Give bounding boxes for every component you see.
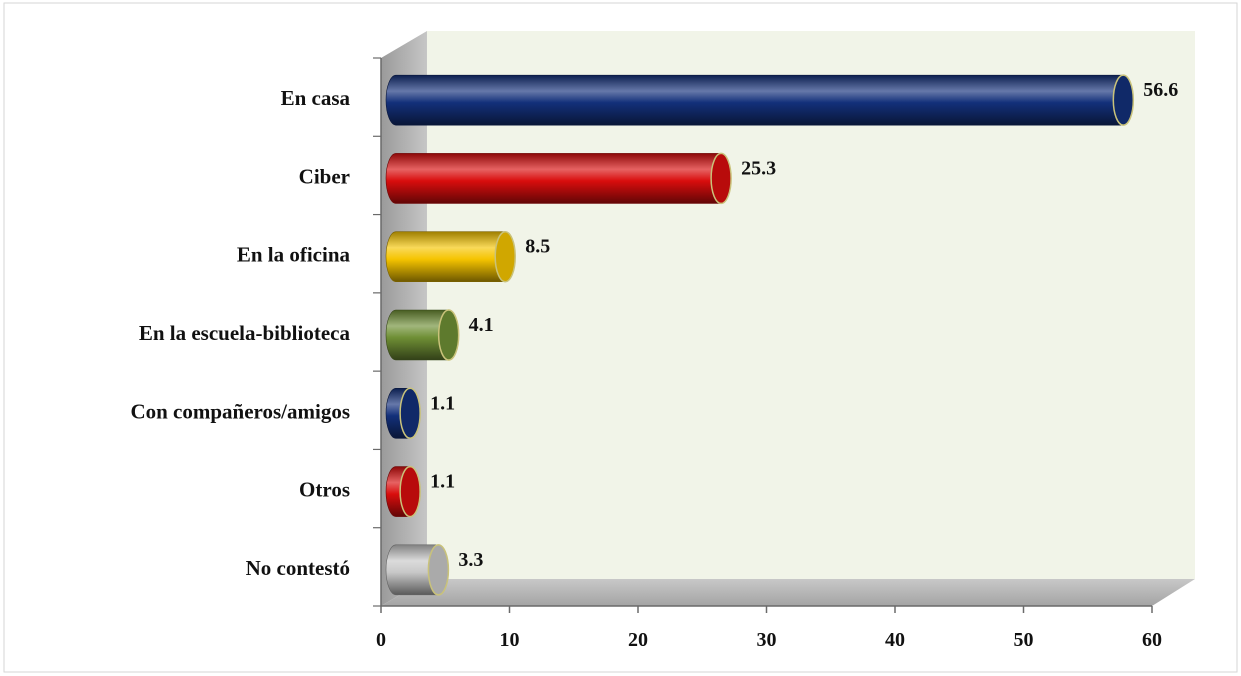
x-tick-label: 50	[1014, 629, 1034, 651]
x-tick-label: 20	[628, 629, 648, 651]
x-tick-label: 10	[500, 629, 520, 651]
category-label: Otros	[299, 478, 350, 502]
bar-cap	[427, 544, 450, 596]
bar-cap	[437, 309, 460, 361]
category-labels: En casa Ciber En la oficina En la escuela-b…	[130, 86, 350, 580]
bar-cap	[1112, 74, 1135, 126]
x-tick-label: 0	[376, 629, 386, 651]
x-tick-label: 60	[1142, 629, 1162, 651]
category-label: En casa	[281, 86, 351, 110]
value-label: 8.5	[525, 236, 550, 258]
value-label: 1.1	[430, 392, 455, 414]
bar-cap	[710, 152, 732, 205]
x-axis-ticks: 0 10 20 30 40 50 60	[373, 57, 1162, 651]
category-label: Con compañeros/amigos	[130, 399, 350, 423]
bar-cap	[399, 387, 421, 440]
x-tick-label: 30	[757, 629, 777, 651]
category-label: Ciber	[299, 164, 350, 188]
value-label: 56.6	[1143, 79, 1178, 101]
bar	[385, 74, 1124, 126]
value-label: 1.1	[430, 471, 455, 493]
value-label: 25.3	[741, 157, 776, 179]
x-tick-label: 40	[885, 629, 905, 651]
bar-cap	[494, 230, 516, 283]
bar	[385, 231, 506, 283]
bar-cap	[399, 465, 421, 518]
bars-group: 56.6 25.3 8.5 4.1 1.1 1.1 3.3	[385, 74, 1178, 596]
category-label: No contestó	[246, 556, 350, 580]
value-label: 3.3	[458, 549, 483, 571]
bar	[385, 153, 722, 204]
chart-floor	[381, 579, 1195, 606]
category-label: En la oficina	[237, 243, 351, 267]
bar	[385, 309, 449, 361]
bar	[385, 544, 439, 596]
value-label: 4.1	[469, 314, 494, 336]
category-label: En la escuela-biblioteca	[139, 321, 351, 345]
